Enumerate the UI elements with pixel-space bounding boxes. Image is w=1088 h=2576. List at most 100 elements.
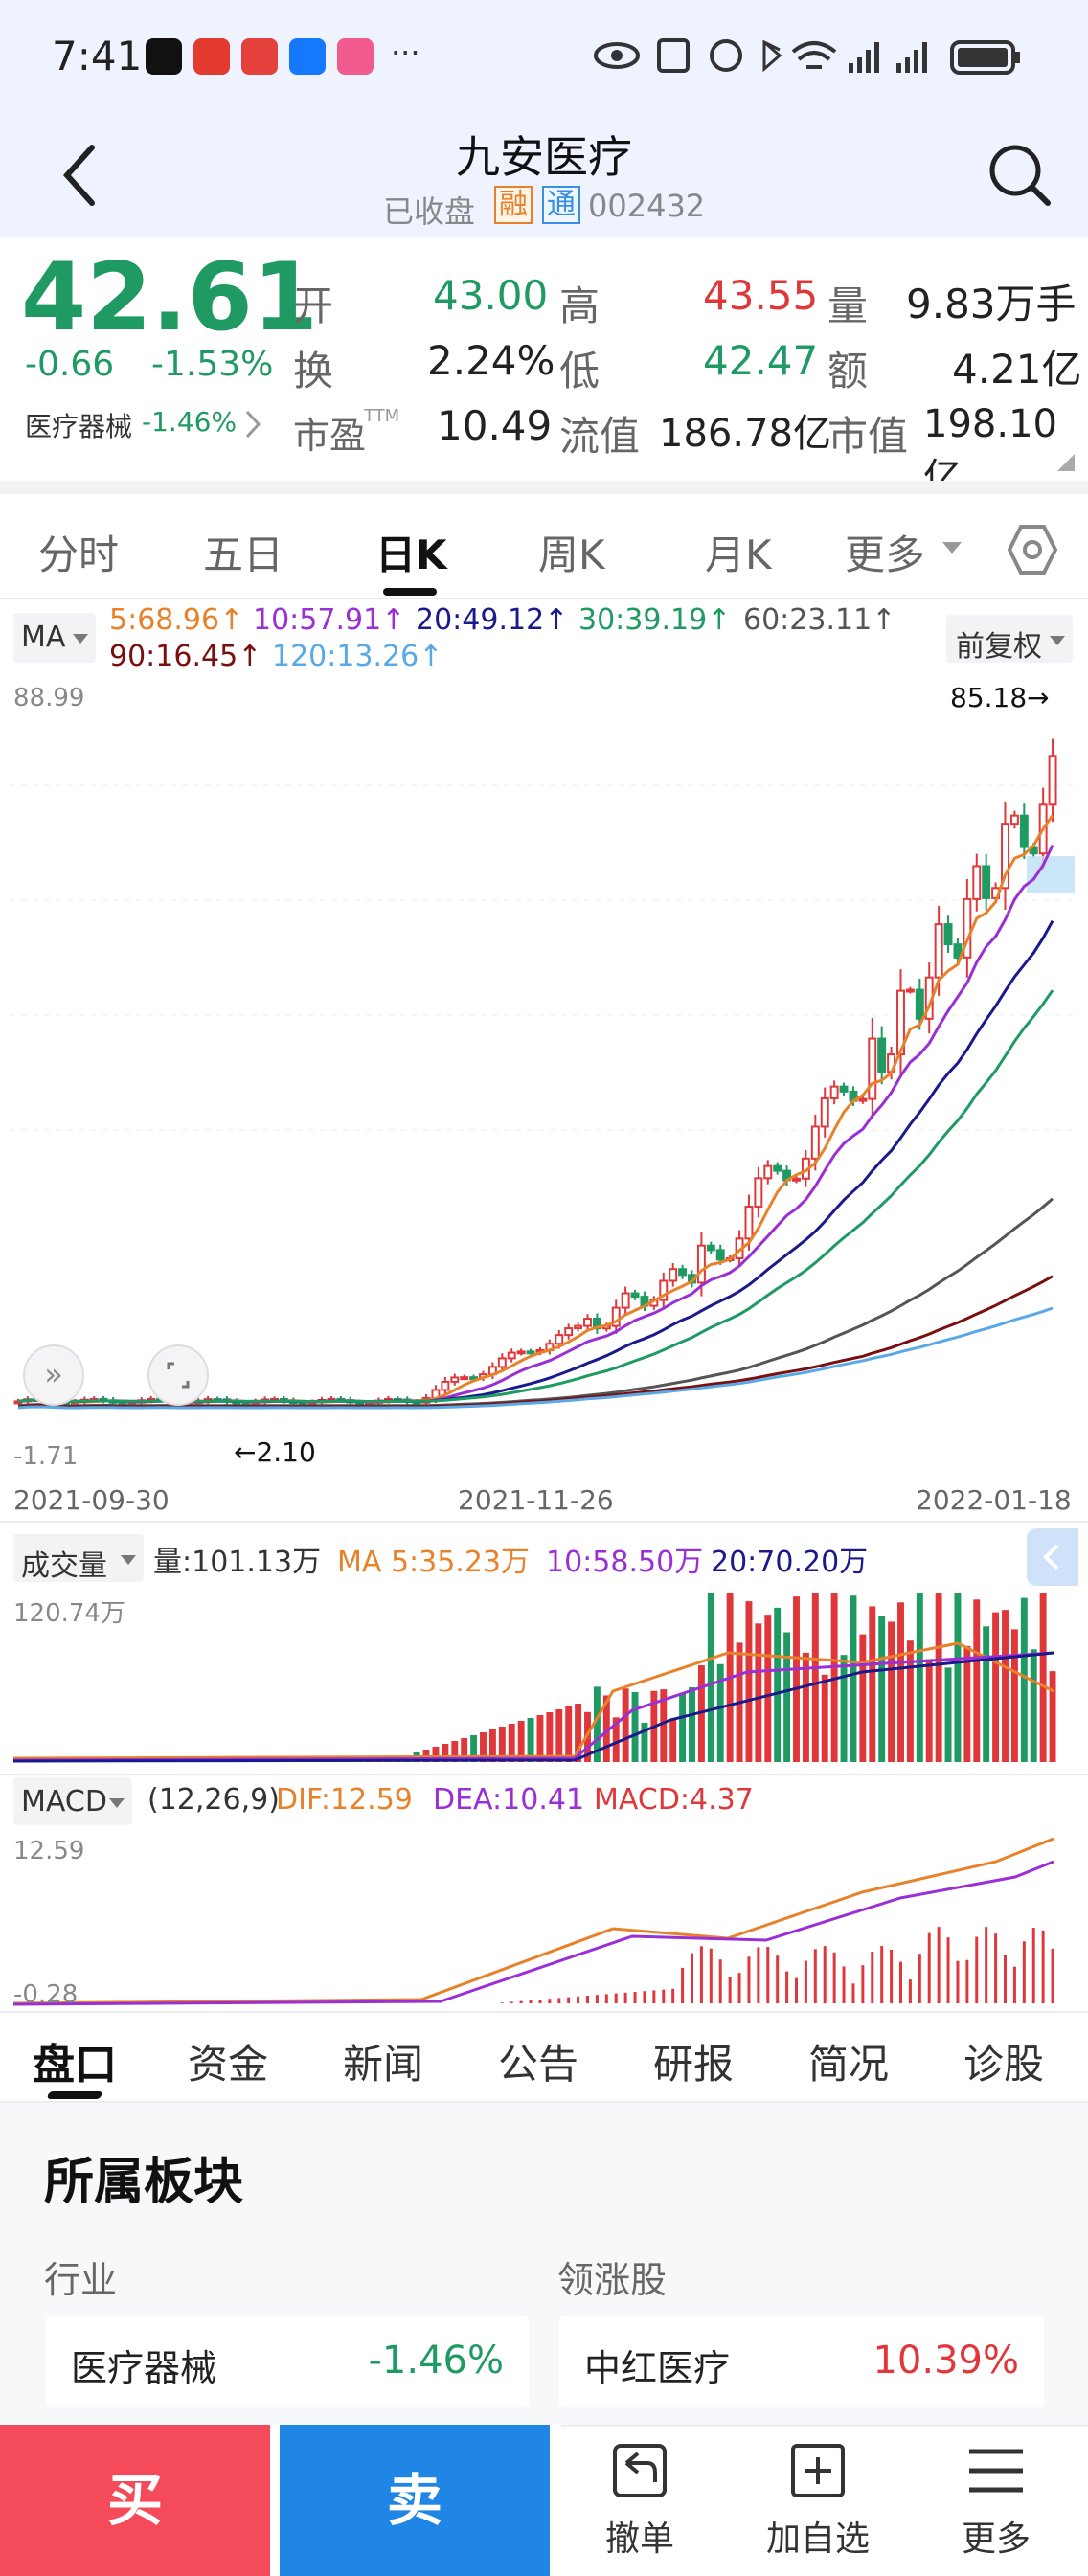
status-bar: 7:41 ··· (0, 0, 1088, 113)
volume-bar (517, 1721, 525, 1762)
candle-body (516, 1350, 526, 1355)
candle-body (792, 1177, 801, 1182)
volume-bar (641, 1722, 648, 1762)
buy-button[interactable]: 买 (0, 2425, 270, 2576)
volume-bar (850, 1595, 857, 1762)
kline-low-marker: ←2.10 (234, 1436, 316, 1468)
tab-order-book[interactable]: 盘口 (33, 2041, 117, 2090)
candle-body (754, 1177, 763, 1209)
nfc-icon (657, 38, 690, 73)
more-button[interactable]: 更多 (961, 2520, 1031, 2559)
industry-card[interactable]: 医疗器械 -1.46% (46, 2316, 529, 2407)
settings-hexagon-icon[interactable] (1006, 523, 1059, 576)
mcap-label: 市值 (827, 413, 909, 460)
caret-down-icon[interactable] (942, 542, 962, 555)
sell-button[interactable]: 卖 (280, 2425, 550, 2576)
tab-timeshare[interactable]: 分时 (38, 531, 120, 578)
volume-selector[interactable]: 成交量 (13, 1534, 144, 1583)
ma-line-120 (17, 1306, 1054, 1410)
add-watchlist-icon[interactable] (787, 2440, 849, 2501)
ma-selector[interactable]: MA (13, 613, 96, 663)
caret-down-icon (73, 634, 88, 644)
chevron-right-icon[interactable] (241, 408, 264, 441)
expand-icon (167, 1362, 190, 1389)
volume-bar (1039, 1593, 1047, 1762)
tab-news[interactable]: 新闻 (343, 2041, 424, 2088)
tab-profile[interactable]: 简况 (808, 2041, 890, 2088)
alipay-icon (289, 38, 326, 75)
tab-diagnosis[interactable]: 诊股 (963, 2041, 1045, 2088)
volume-bar (612, 1717, 620, 1762)
volume-bar (859, 1634, 867, 1762)
menu-icon[interactable] (965, 2444, 1027, 2497)
adjust-selector[interactable]: 前复权 (946, 615, 1073, 664)
volume-bar (944, 1667, 952, 1762)
date-start: 2021-09-30 (13, 1484, 170, 1516)
leader-change: 10.39% (873, 2339, 1019, 2383)
candle-body (963, 897, 972, 959)
expand-corner-icon[interactable] (1057, 454, 1075, 471)
pe-ttm: TTM (364, 406, 400, 426)
search-icon[interactable] (986, 142, 1054, 209)
tab-five-day[interactable]: 五日 (203, 531, 284, 578)
macd-chart[interactable] (0, 1823, 1088, 2011)
tab-weekly-k[interactable]: 周K (538, 531, 605, 578)
fullscreen-icon[interactable] (147, 1344, 209, 1406)
volume-bar (774, 1607, 782, 1762)
status-time: 7:41 (52, 33, 143, 79)
macd-params: (12,26,9) (147, 1783, 280, 1817)
sector-change[interactable]: -1.46% (142, 406, 238, 438)
low-label: 低 (559, 348, 601, 395)
fast-forward-icon[interactable]: » (23, 1344, 84, 1406)
tab-daily-k[interactable]: 日K (375, 531, 447, 578)
candle-body (574, 1324, 583, 1330)
app-red-icon (241, 38, 278, 75)
leader-name: 中红医疗 (584, 2347, 731, 2389)
tab-more[interactable]: 更多 (845, 531, 926, 578)
candle-body (905, 988, 915, 993)
back-icon[interactable] (56, 142, 103, 209)
leader-card[interactable]: 中红医疗 10.39% (559, 2316, 1044, 2407)
candle-body (497, 1357, 507, 1368)
undo-icon[interactable] (609, 2440, 670, 2501)
volume-bar (783, 1632, 791, 1762)
float-value: 186.78亿 (659, 412, 831, 456)
volume-bar (973, 1599, 981, 1762)
volume-bar (811, 1593, 819, 1762)
eye-icon (594, 42, 640, 69)
macd-selector[interactable]: MACD (13, 1777, 132, 1825)
volume-bar (622, 1688, 629, 1762)
volume-bar (935, 1593, 942, 1762)
date-mid: 2021-11-26 (458, 1484, 614, 1516)
candle-body (943, 923, 953, 946)
tab-monthly-k[interactable]: 月K (705, 531, 772, 578)
turnover-label: 换 (293, 348, 334, 395)
amount-value: 4.21亿 (952, 346, 1082, 393)
candle-body (763, 1164, 773, 1180)
volume-bar (992, 1612, 1000, 1762)
price-change-pct: -1.53% (151, 345, 274, 384)
info-tabs: 盘口 资金 新闻 公告 研报 简况 诊股 (0, 2011, 1088, 2103)
volume-selector-label: 成交量 (21, 1549, 107, 1583)
tab-funds[interactable]: 资金 (188, 2041, 269, 2088)
add-watchlist-button[interactable]: 加自选 (765, 2520, 870, 2559)
collapse-panel-button[interactable] (1027, 1528, 1078, 1586)
volume-bar (1002, 1610, 1009, 1762)
macd-dea: DEA:10.41 (433, 1783, 585, 1817)
candle-body (715, 1249, 725, 1261)
volume-y-max: 120.74万 (13, 1599, 125, 1628)
caret-down-icon (109, 1798, 125, 1808)
cancel-order-button[interactable]: 撤单 (604, 2520, 674, 2559)
more-notifications: ··· (391, 34, 420, 71)
last-price: 42.61 (21, 243, 318, 352)
volume-bar (821, 1674, 828, 1762)
tab-announcements[interactable]: 公告 (498, 2041, 579, 2088)
volume-ma20: 20:70.20万 (711, 1546, 869, 1579)
sector-name[interactable]: 医疗器械 (25, 411, 133, 442)
volume-chart[interactable] (0, 1586, 1088, 1768)
candle-body (583, 1318, 592, 1327)
ma60-value: 60:23.11↑ (743, 603, 896, 637)
tab-research[interactable]: 研报 (653, 2041, 735, 2088)
macd-hist: MACD:4.37 (594, 1783, 754, 1817)
volume-bar (461, 1738, 468, 1762)
